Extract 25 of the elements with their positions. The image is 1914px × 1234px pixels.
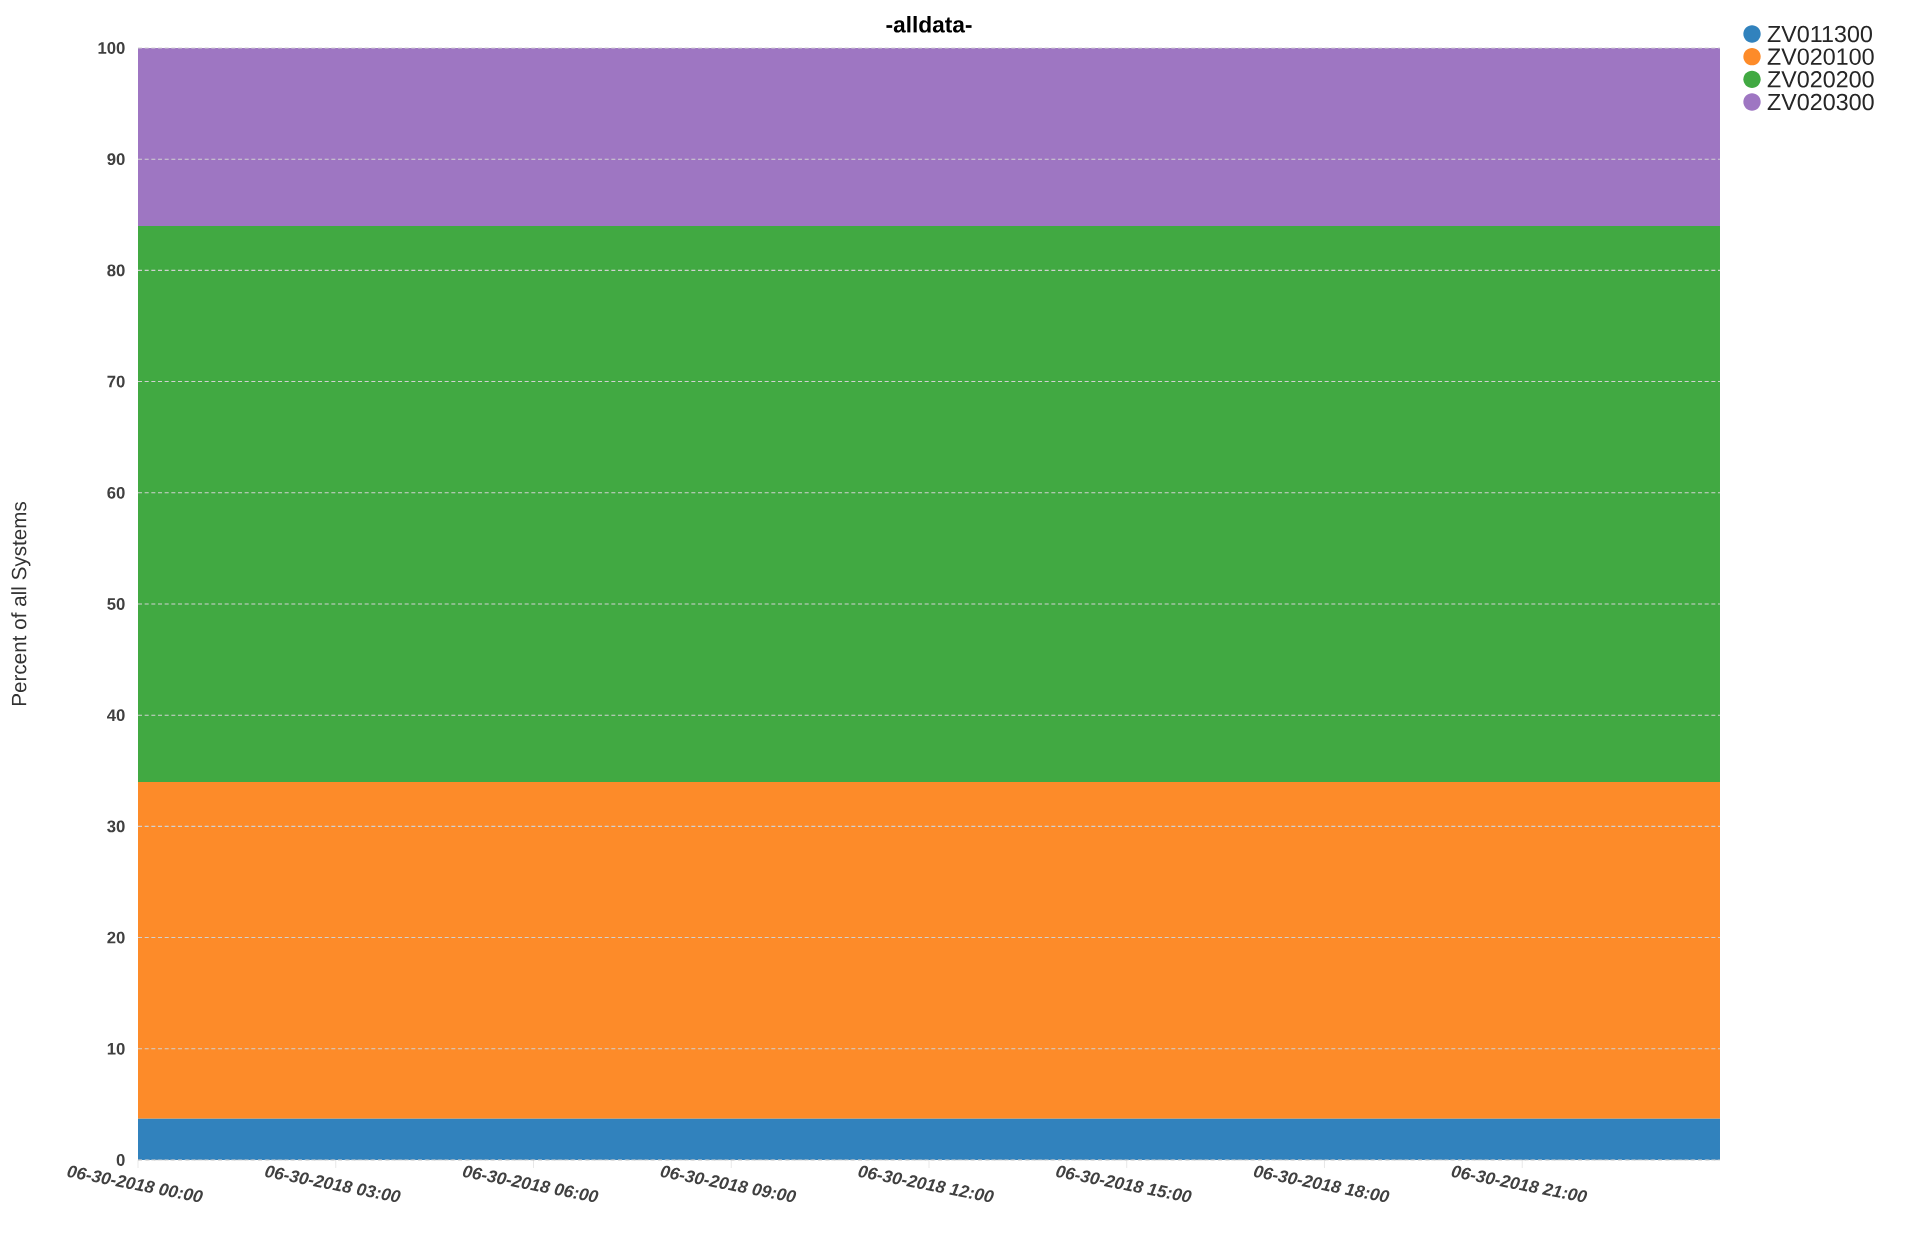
x-tick-label: 06-30-2018 03:00 <box>265 1165 401 1203</box>
y-tick-label: 60 <box>107 486 125 499</box>
x-tick-label: 06-30-2018 09:00 <box>660 1165 797 1203</box>
y-tick-label: 80 <box>107 264 125 277</box>
x-tick-label: 06-30-2018 06:00 <box>462 1165 599 1203</box>
y-tick-label: 100 <box>98 42 125 54</box>
chart-title: -alldata- <box>886 15 972 33</box>
x-tick-label: 06-30-2018 12:00 <box>858 1165 994 1203</box>
legend-label: ZV020300 <box>1767 93 1874 111</box>
legend-label: ZV020100 <box>1767 48 1874 65</box>
legend-label: ZV011300 <box>1767 25 1872 43</box>
y-tick-label: 40 <box>107 709 125 722</box>
y-tick-label: 20 <box>107 931 125 944</box>
x-tick-label: 06-30-2018 21:00 <box>1451 1165 1588 1203</box>
legend-label: ZV020200 <box>1767 71 1874 88</box>
y-tick-label: 30 <box>107 820 125 833</box>
x-tick-label: 06-30-2018 18:00 <box>1253 1165 1390 1203</box>
x-tick-label: 06-30-2018 15:00 <box>1056 1165 1192 1203</box>
y-tick-label: 50 <box>107 598 125 610</box>
y-tick-label: 70 <box>107 375 125 388</box>
y-tick-label: 0 <box>116 1154 125 1166</box>
y-tick-label: 90 <box>107 153 125 166</box>
x-tick-label: 06-30-2018 00:00 <box>67 1165 203 1203</box>
y-axis-title: Percent of all Systems <box>11 501 31 706</box>
y-tick-label: 10 <box>107 1042 125 1055</box>
